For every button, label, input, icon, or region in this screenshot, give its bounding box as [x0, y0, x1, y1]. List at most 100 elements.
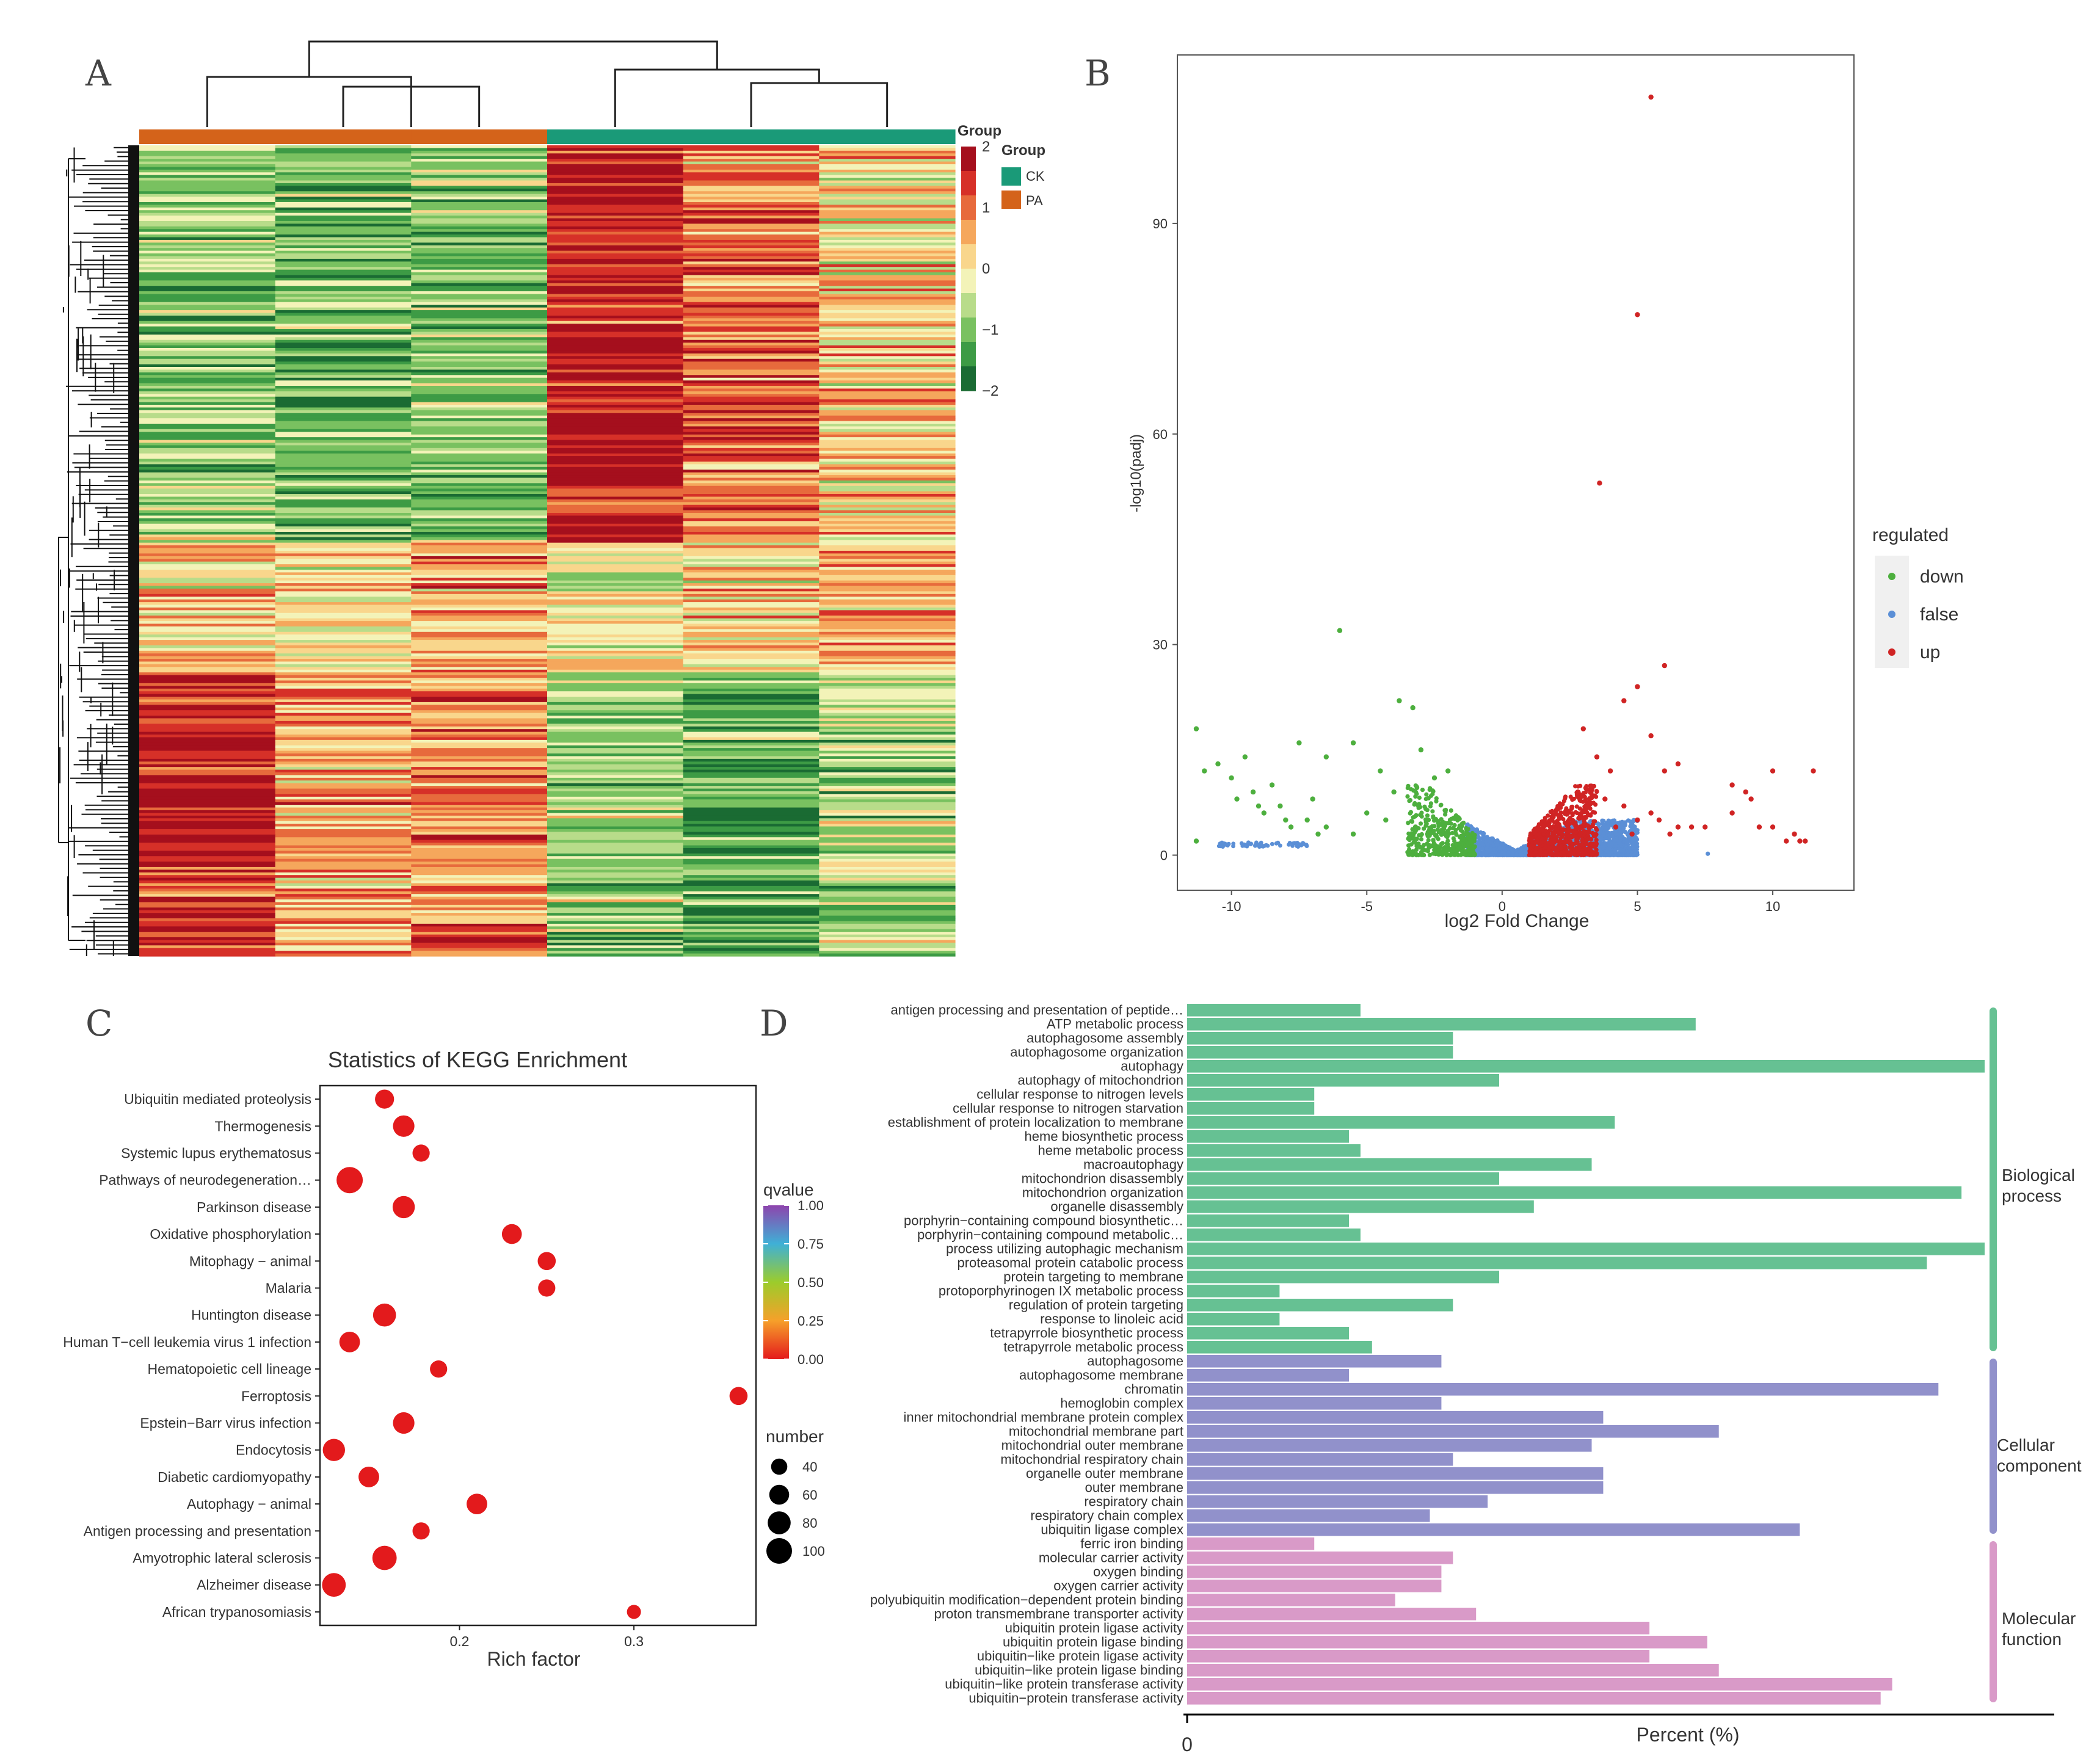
heatmap-cell	[683, 556, 820, 559]
heatmap-cell	[819, 513, 956, 517]
heatmap-cell	[683, 180, 820, 184]
heatmap-cell	[139, 513, 276, 517]
heatmap-cell	[683, 907, 820, 911]
heatmap-cell	[819, 686, 956, 689]
heatmap-cell	[819, 880, 956, 884]
heatmap-cell	[683, 377, 820, 381]
heatmap-cell	[547, 410, 684, 413]
volcano-point	[1596, 822, 1601, 828]
heatmap-cell	[139, 729, 276, 733]
heatmap-cell	[275, 578, 412, 581]
heatmap-cell	[275, 545, 412, 549]
heatmap-cell	[275, 269, 412, 273]
heatmap-cell	[683, 872, 820, 876]
heatmap-cell	[275, 148, 412, 151]
heatmap-cell	[683, 821, 820, 824]
heatmap-cell	[411, 148, 548, 151]
heatmap-cell	[547, 875, 684, 879]
volcano-point	[1430, 791, 1435, 796]
heatmap-cell	[275, 499, 412, 503]
heatmap-cell	[139, 343, 276, 346]
heatmap-cell	[275, 369, 412, 373]
volcano-point	[1439, 802, 1444, 807]
volcano-point	[1484, 852, 1489, 857]
heatmap-cell	[819, 807, 956, 811]
heatmap-cell	[819, 829, 956, 832]
heatmap-cell	[819, 480, 956, 484]
heatmap-cell	[819, 716, 956, 719]
volcano-plot-area	[1177, 54, 1855, 891]
heatmap-cell	[819, 910, 956, 913]
heatmap-cell	[819, 610, 956, 614]
heatmap-cell	[547, 188, 684, 192]
volcano-point	[1605, 849, 1610, 854]
heatmap-cell	[275, 583, 412, 587]
heatmap-cell	[547, 286, 684, 289]
heatmap-cell	[275, 178, 412, 181]
heatmap-cell	[411, 818, 548, 822]
heatmap-cell	[547, 951, 684, 954]
heatmap-cell	[139, 686, 276, 689]
volcano-point	[1580, 851, 1585, 855]
heatmap-cell	[683, 840, 820, 843]
heatmap-cell	[819, 623, 956, 627]
heatmap-cell	[275, 388, 412, 392]
volcano-point	[1423, 817, 1428, 822]
group-bar-pa	[411, 129, 548, 144]
heatmap-cell	[275, 591, 412, 595]
volcano-point	[1631, 852, 1636, 857]
heatmap-cell	[547, 648, 684, 652]
heatmap-cell	[683, 862, 820, 865]
heatmap-cell	[275, 702, 412, 705]
heatmap-cell	[275, 551, 412, 554]
heatmap-cell	[547, 310, 684, 314]
heatmap-cell	[683, 164, 820, 168]
heatmap-cell	[683, 678, 820, 681]
heatmap-cell	[683, 675, 820, 678]
heatmap-cell	[683, 750, 820, 754]
heatmap-cell	[139, 586, 276, 589]
heatmap-cell	[275, 680, 412, 684]
heatmap-cell	[275, 775, 412, 779]
heatmap-cell	[819, 242, 956, 246]
heatmap-cell	[547, 156, 684, 159]
volcano-point	[1446, 844, 1451, 849]
heatmap-cell	[819, 843, 956, 846]
heatmap-cell	[139, 864, 276, 868]
heatmap-cell	[275, 210, 412, 214]
heatmap-cell	[411, 929, 548, 932]
heatmap-cell	[819, 631, 956, 635]
heatmap-cell	[411, 623, 548, 627]
heatmap-cell	[411, 237, 548, 241]
volcano-point	[1481, 842, 1486, 848]
heatmap-cell	[139, 199, 276, 203]
heatmap-cell	[411, 366, 548, 371]
heatmap-cell	[411, 742, 548, 746]
heatmap-cell	[683, 729, 820, 733]
volcano-point	[1560, 828, 1565, 833]
heatmap-cell	[683, 345, 820, 349]
heatmap-cell	[139, 694, 276, 697]
volcano-point	[1408, 797, 1413, 803]
heatmap-cell	[411, 329, 548, 333]
heatmap-cell	[819, 502, 956, 506]
volcano-point	[1565, 824, 1570, 829]
heatmap-cell	[819, 772, 956, 776]
heatmap-cell	[547, 275, 684, 278]
heatmap-cell	[547, 834, 684, 838]
heatmap-cell	[819, 216, 956, 219]
heatmap-cell	[139, 597, 276, 600]
heatmap-cell	[819, 466, 956, 470]
heatmap-cell	[547, 683, 684, 686]
colorbar-tick-label: −2	[982, 383, 998, 399]
heatmap-cell	[547, 180, 684, 184]
heatmap-cell	[139, 794, 276, 797]
group-bar-ck	[819, 129, 956, 144]
heatmap-cell	[547, 305, 684, 308]
heatmap-cell	[819, 423, 956, 427]
heatmap-cell	[683, 369, 820, 373]
heatmap-cell	[547, 375, 684, 379]
heatmap-cell	[547, 288, 684, 292]
heatmap-cell	[411, 604, 548, 608]
heatmap-cell	[275, 845, 412, 849]
